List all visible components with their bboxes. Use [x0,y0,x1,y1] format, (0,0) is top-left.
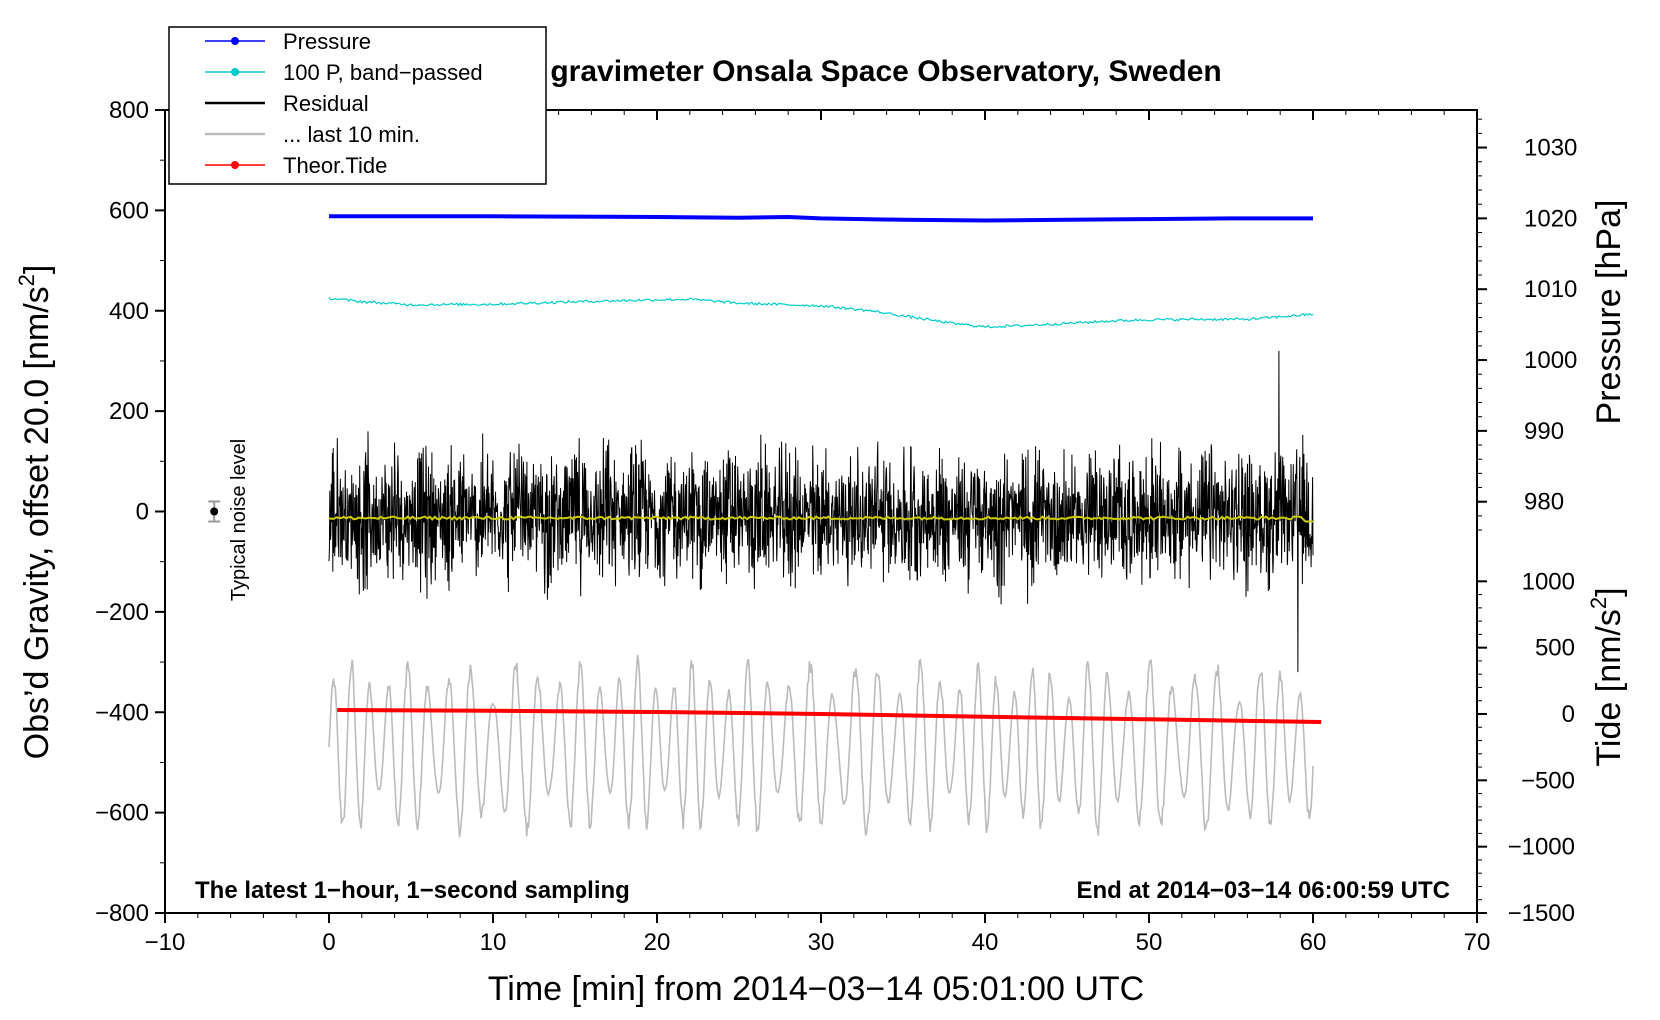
y-tick-label: 200 [109,398,149,425]
y-axis-title-sup: 2 [14,274,39,286]
x-tick-label: −10 [145,929,186,956]
x-tick-label: 50 [1136,929,1163,956]
x-tick-label: 30 [808,929,835,956]
noise-level-label: Typical noise level [228,439,250,601]
x-tick-label: 10 [480,929,507,956]
pressure-tick-label: 1010 [1524,276,1577,303]
axes-layer: −10 0 10 20 30 40 50 60 708006004002000−200−400−… [95,97,1577,956]
y-tick-label: −600 [95,800,149,827]
series-last-10-min [328,654,1314,838]
pressure-axis-title: Pressure [hPa] [1590,200,1628,425]
y-tick-label: 0 [136,499,149,526]
x-tick-label: 0 [322,929,335,956]
y-tick-label: −400 [95,699,149,726]
y-tick-label: 800 [109,97,149,124]
x-tick-label: 60 [1300,929,1327,956]
legend-label: 100 P, band−passed [283,60,483,85]
legend-marker [231,68,239,76]
annotation-sampling: The latest 1−hour, 1−second sampling [195,877,630,904]
legend-label: Pressure [283,29,371,54]
pressure-tick-label: 990 [1524,418,1564,445]
y-tick-label: −800 [95,900,149,927]
tide-tick-label: −1000 [1508,834,1575,861]
noise-bar-point [210,507,219,516]
y-tick-label: 400 [109,298,149,325]
annotation-end-time: End at 2014−03−14 06:00:59 UTC [1076,877,1450,904]
x-tick-label: 70 [1464,929,1491,956]
series-theor-tide [337,708,1322,724]
tide-axis-title-sup: 2 [1586,597,1611,609]
y-axis-title: Obs’d Gravity, offset 20.0 [nm/s2] [14,265,56,760]
legend-label: Residual [283,91,369,116]
tide-tick-label: 500 [1535,635,1575,662]
series-band-passed-pressure [328,297,1314,329]
legend-marker [231,37,239,45]
legend-box [168,26,547,185]
y-axis-title-end: ] [18,265,56,274]
y-tick-label: 600 [109,197,149,224]
tide-tick-label: 0 [1562,701,1575,728]
tide-axis-title-end: ] [1590,587,1628,596]
tide-tick-label: −1500 [1508,900,1575,927]
y-tick-label: −200 [95,599,149,626]
x-tick-label: 20 [644,929,671,956]
pressure-tick-label: 980 [1524,489,1564,516]
pressure-tick-label: 1000 [1524,347,1577,374]
legend-label: Theor.Tide [283,153,387,178]
tide-axis-title: Tide [nm/s2] [1586,587,1628,766]
tide-tick-label: 1000 [1522,568,1575,595]
y-axis-title-main: Obs’d Gravity, offset 20.0 [nm/s [18,286,56,759]
series-layer [328,214,1322,838]
legend: Pressure 100 P, band−passed Residual ... la… [168,26,547,185]
pressure-tick-label: 1020 [1524,205,1577,232]
series-residual-smoothed [328,515,1313,523]
pressure-tick-label: 1030 [1524,135,1577,162]
tide-axis-title-main: Tide [nm/s [1590,609,1628,766]
legend-items: Pressure 100 P, band−passed Residual ... la… [205,29,483,178]
tide-tick-label: −500 [1521,767,1575,794]
series-residual [328,350,1314,673]
legend-marker [231,161,239,169]
legend-label: ... last 10 min. [283,122,420,147]
series-pressure [329,214,1313,223]
x-axis-title: Time [min] from 2014−03−14 05:01:00 UTC [488,970,1144,1008]
x-tick-label: 40 [972,929,999,956]
